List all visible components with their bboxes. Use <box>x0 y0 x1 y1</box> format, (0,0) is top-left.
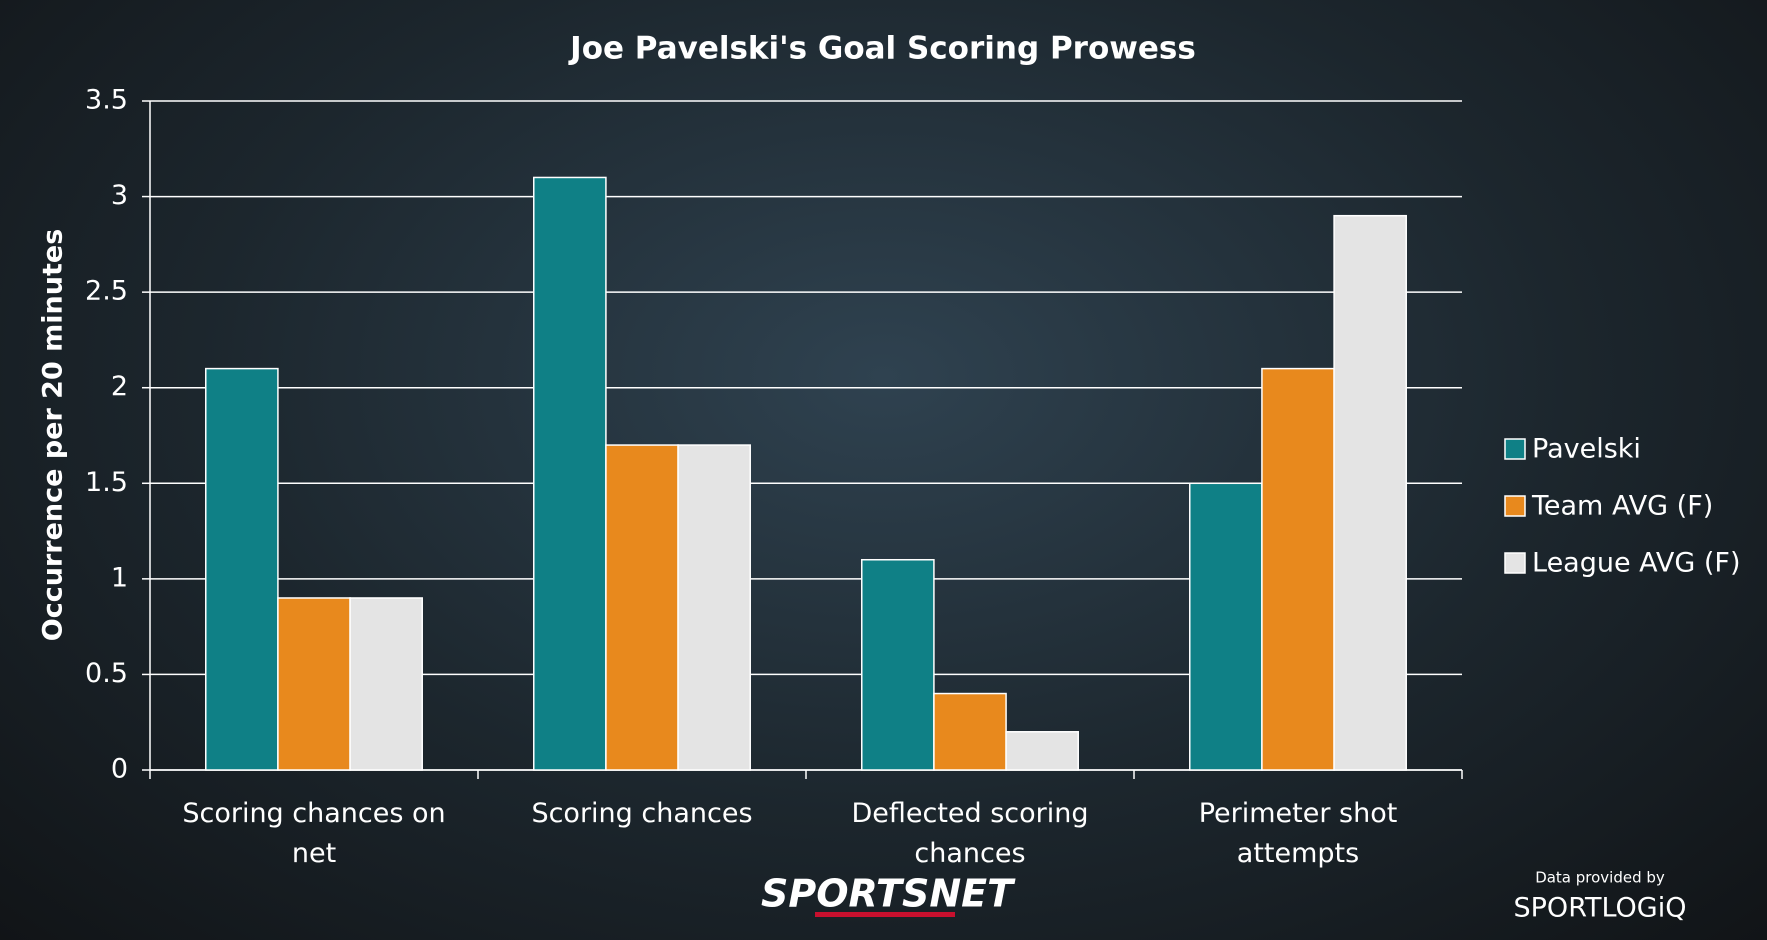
bar <box>1261 367 1335 771</box>
bar <box>933 692 1007 771</box>
bar <box>1189 482 1263 771</box>
bar <box>277 597 351 771</box>
legend-swatch <box>1504 438 1526 460</box>
y-tick-label: 1.5 <box>85 467 128 498</box>
provider: SPORTLOGiQ <box>1514 893 1687 924</box>
bar <box>533 176 607 771</box>
bar <box>861 558 935 771</box>
chart-title: Joe Pavelski's Goal Scoring Prowess <box>568 31 1196 67</box>
logo-stripe <box>815 912 955 917</box>
credit: Data provided by <box>1535 869 1665 887</box>
legend-label: Pavelski <box>1532 434 1641 465</box>
bar <box>605 444 679 771</box>
bar <box>349 597 423 771</box>
y-axis-label: Occurrence per 20 minutes <box>38 229 69 642</box>
x-tick-label: Scoring chances <box>531 798 753 829</box>
bar <box>1333 214 1407 771</box>
bar <box>205 367 279 771</box>
legend-swatch <box>1504 495 1526 517</box>
y-tick-label: 0.5 <box>85 658 128 689</box>
y-tick-label: 1 <box>111 562 128 593</box>
y-tick-label: 2.5 <box>85 276 128 307</box>
bar <box>1005 731 1079 771</box>
y-tick-label: 3.5 <box>85 85 128 116</box>
y-tick-label: 2 <box>111 371 128 402</box>
legend-swatch <box>1504 552 1526 574</box>
legend-label: League AVG (F) <box>1532 548 1741 579</box>
bar <box>677 444 751 771</box>
legend-label: Team AVG (F) <box>1531 491 1713 522</box>
logo: SPORTSNET <box>761 872 1016 916</box>
x-tick-label: Perimeter shot attempts <box>1198 798 1398 869</box>
x-tick-label: Scoring chances on net <box>182 798 446 869</box>
y-tick-label: 0 <box>111 754 128 785</box>
y-tick-label: 3 <box>111 180 128 211</box>
x-tick-label: Deflected scoring chances <box>851 798 1089 869</box>
